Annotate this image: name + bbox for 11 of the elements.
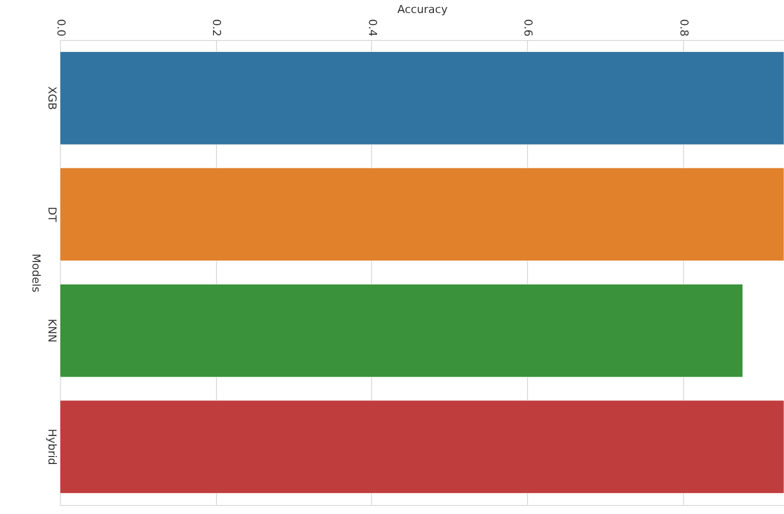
y-tick-label: KNN: [46, 318, 58, 342]
y-tick-label: DT: [46, 206, 58, 222]
x-tick-label: 0.2: [210, 19, 224, 36]
x-tick-label: 0.4: [366, 19, 379, 36]
x-tick-label: 0.6: [522, 19, 535, 36]
y-axis-title: Models: [30, 254, 42, 293]
x-axis-title: Accuracy: [397, 3, 448, 16]
y-tick-label: XGB: [46, 86, 58, 110]
y-tick-label: Hybrid: [46, 428, 58, 466]
x-tick-label: 0.0: [54, 19, 68, 36]
x-tick-label: 0.8: [677, 19, 690, 36]
